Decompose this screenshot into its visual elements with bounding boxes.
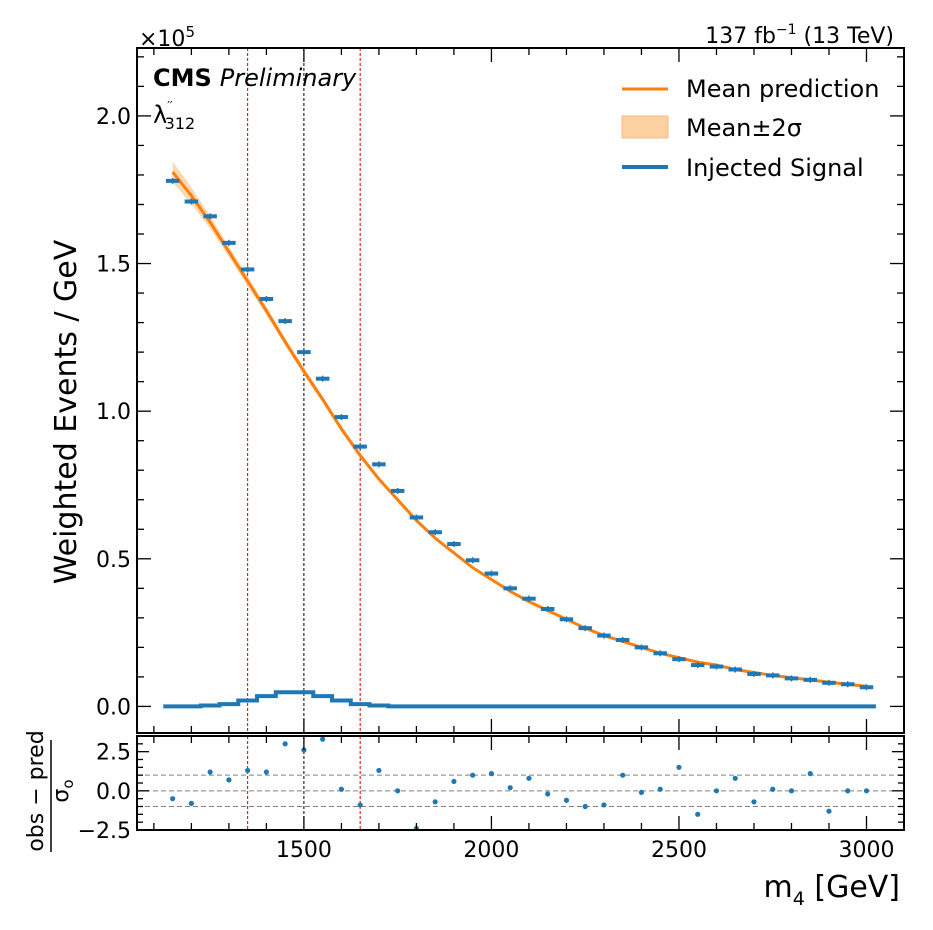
ratio-point	[170, 796, 176, 802]
ratio-point	[826, 808, 832, 814]
x-axis-title: m4 [GeV]	[764, 870, 901, 910]
ratio-point	[845, 788, 851, 794]
ratio-point	[263, 769, 269, 775]
ratio-y-denominator: σo	[49, 779, 77, 802]
prediction-band	[172, 161, 867, 688]
luminosity-label: 137 fb−1 (13 TeV)	[705, 22, 894, 49]
ratio-y-axis-title: obs − pred σo	[24, 730, 77, 852]
ratio-point	[582, 803, 588, 810]
ratio-point	[638, 789, 645, 796]
ratio-point	[807, 771, 813, 777]
legend-label-mean-prediction: Mean prediction	[686, 75, 879, 103]
ratio-point	[320, 736, 326, 742]
ratio-point	[788, 788, 795, 794]
y-tick-label: 2.0	[96, 105, 131, 130]
legend-label-injected-signal: Injected Signal	[686, 154, 864, 182]
y-multiplier: ×105	[139, 23, 195, 52]
ratio-point	[526, 775, 532, 781]
x-tick-label: 2000	[463, 838, 519, 863]
main-plot-panel: 0.0 0.5 1.0 1.5 2.0	[96, 47, 905, 734]
ratio-point	[676, 764, 682, 770]
ratio-point	[357, 802, 363, 808]
y-tick-label: 0.0	[96, 695, 131, 720]
x-tick-label: 2500	[651, 838, 707, 863]
mean-prediction-line	[171, 171, 867, 688]
injected-signal-histogram	[163, 690, 876, 709]
ratio-y-tick-label: 2.5	[96, 741, 131, 766]
ratio-point	[751, 799, 757, 805]
y-tick-label: 1.0	[96, 400, 131, 425]
ratio-point	[451, 778, 457, 785]
ratio-plot-panel: 1500 2000 2500 3000 −2.5 0.0 2.5	[78, 735, 905, 863]
legend: Mean prediction Mean±2σ Injected Signal	[621, 75, 879, 182]
ratio-point	[432, 799, 438, 805]
ratio-point	[732, 775, 738, 781]
experiment-label: CMS Preliminary	[153, 64, 357, 92]
main-plot-frame	[136, 47, 905, 734]
ratio-point	[470, 772, 476, 778]
ratio-point	[863, 788, 870, 794]
coupling-label: λ′′ 312	[153, 99, 195, 133]
ratio-point	[245, 767, 251, 774]
ratio-point	[376, 767, 382, 774]
ratio-point	[395, 788, 401, 794]
legend-swatch-band	[621, 115, 669, 139]
y-tick-label: 1.5	[96, 253, 131, 278]
legend-label-band: Mean±2σ	[686, 114, 802, 142]
y-tick-label: 0.5	[96, 548, 131, 573]
x-tick-label: 1500	[276, 838, 332, 863]
ratio-point	[188, 800, 194, 806]
ratio-point	[713, 788, 720, 794]
ratio-y-numerator: obs − pred	[24, 730, 49, 851]
x-tick-label: 3000	[838, 838, 894, 863]
ratio-point	[620, 772, 626, 778]
ratio-point	[282, 741, 288, 747]
ratio-point	[488, 771, 495, 777]
ratio-point	[226, 777, 232, 783]
ratio-point	[770, 786, 776, 792]
ratio-point	[338, 786, 345, 792]
y-axis-title: Weighted Events / GeV	[49, 239, 84, 584]
ratio-point	[601, 802, 607, 808]
ratio-point	[207, 769, 213, 775]
ratio-point	[657, 786, 663, 792]
ratio-y-tick-label: 0.0	[96, 780, 131, 805]
ratio-point	[563, 797, 570, 803]
ratio-point	[507, 785, 513, 791]
ratio-y-tick-label: −2.5	[78, 819, 131, 844]
ratio-point	[301, 747, 307, 753]
ratio-point	[695, 811, 701, 817]
ratio-plot-frame	[136, 735, 905, 831]
ratio-point	[545, 791, 551, 797]
